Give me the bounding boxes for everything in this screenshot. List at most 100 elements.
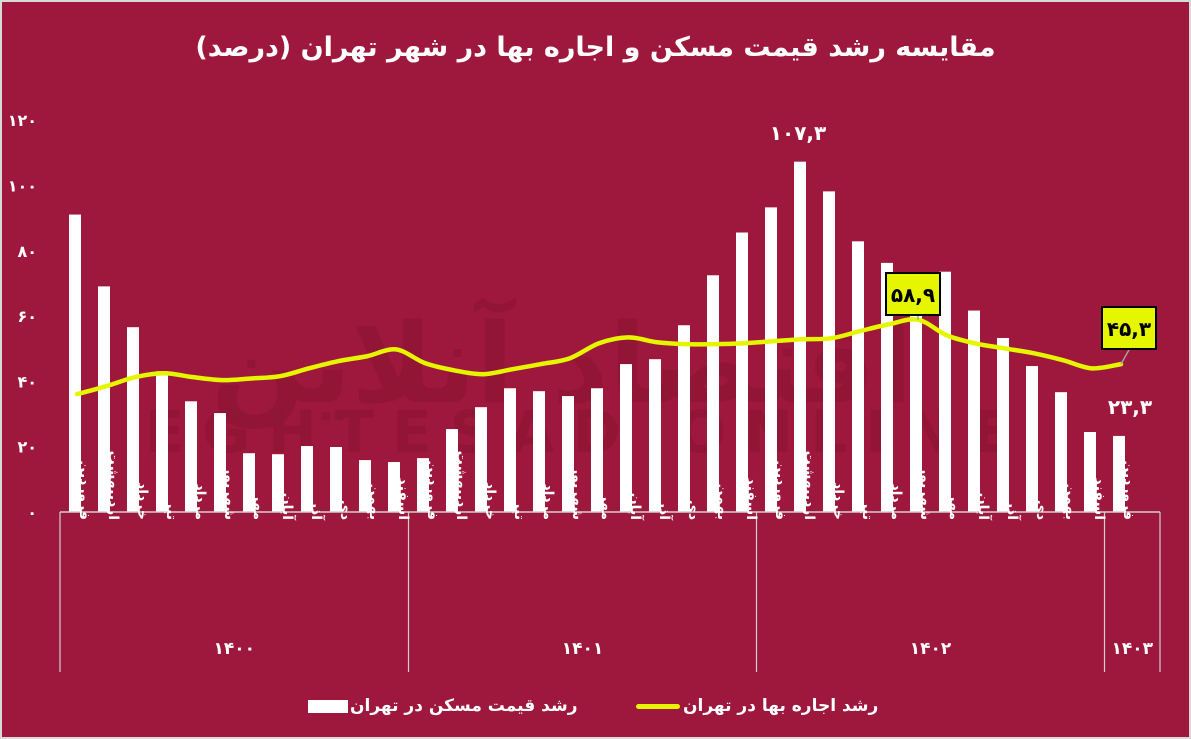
bar[interactable] [1026,366,1038,512]
rent-growth-line[interactable] [74,317,1124,397]
month-label: آذر [308,499,326,521]
bar[interactable] [852,241,864,513]
bar-last-label: ۲۳,۳ [1108,395,1152,419]
y-tick-label: ۶۰ [17,307,37,326]
month-label: شهریور [917,465,933,520]
bar[interactable] [185,401,197,512]
month-label: شهریور [221,465,237,520]
bar[interactable] [214,413,226,512]
legend-label-line: رشد اجاره بها در تهران [683,696,879,716]
bar-series [69,161,1125,513]
line-last-label: ۴۵,۳ [1107,317,1151,341]
bar[interactable] [910,283,922,512]
line-last-callout [1101,306,1157,350]
bar-max-label: ۱۰۷,۳ [770,121,826,145]
bar[interactable] [243,453,255,512]
month-label: آبان [975,493,993,521]
legend-bar-swatch-icon [308,700,348,713]
legend-item-bars[interactable]: رشد قیمت مسکن در تهران [308,696,578,716]
bar[interactable] [997,337,1009,512]
month-label: مهر [946,492,962,520]
bar[interactable] [678,325,690,512]
y-tick-label: ۱۰۰ [8,177,37,196]
bar[interactable] [968,310,980,512]
bar[interactable] [736,232,748,513]
legend-label-bars: رشد قیمت مسکن در تهران [350,696,578,716]
month-label: مرداد [192,483,208,520]
year-label: ۱۴۰۱ [562,639,604,659]
month-label: اسفند [1091,478,1107,520]
bar[interactable] [823,191,835,512]
month-label: مهر [250,492,266,520]
chart-title: مقایسه رشد قیمت مسکن و اجاره بها در شهر … [195,32,996,63]
month-label: خرداد [482,482,498,520]
bar[interactable] [475,407,487,512]
line-series [74,317,1124,397]
bar[interactable] [794,161,806,512]
month-label: دی [685,500,701,520]
bar[interactable] [1055,392,1067,512]
y-tick-label: ۸۰ [17,242,37,261]
bar[interactable] [620,364,632,512]
bar[interactable] [156,371,168,512]
month-label: تیر [163,499,179,520]
month-label: آذر [656,499,674,521]
legend-item-line[interactable]: رشد اجاره بها در تهران [636,696,878,716]
bar[interactable] [1084,432,1096,512]
bar[interactable] [533,391,545,512]
bar[interactable] [417,458,429,512]
month-label: دی [1033,500,1049,520]
bar[interactable] [591,388,603,512]
bar[interactable] [707,275,719,512]
month-label: اردیبهشت [105,451,121,520]
y-tick-label: ۰ [27,503,37,522]
month-label: خرداد [830,482,846,520]
month-label: فروردین [424,460,440,520]
legend: رشد قیمت مسکن در تهران رشد اجاره بها در … [2,696,1189,724]
bar[interactable] [388,462,400,512]
line-peak-label: ۵۸,۹ [891,283,935,307]
bar[interactable] [301,446,313,512]
month-label: تیر [859,499,875,520]
legend-line-swatch-icon [636,703,680,709]
x-axis-labels: فروردین اردیبهشت خرداد تیر مرداد شهریور مهر آبا… [76,451,1154,659]
watermark-en: EGHTESAD ONLINE [145,398,1030,466]
month-label: بهمن [714,484,730,520]
bar[interactable] [504,388,516,512]
bar[interactable] [98,286,110,512]
month-label: فروردین [1120,460,1136,520]
month-label: فروردین [772,460,788,520]
x-axis [59,511,1161,672]
year-label: ۱۴۰۲ [910,639,952,659]
month-label: آبان [279,493,297,521]
y-axis: ۰ ۲۰ ۴۰ ۶۰ ۸۰ ۱۰۰ ۱۲۰ [8,111,37,522]
bar[interactable] [1113,435,1125,512]
data-labels: ۱۰۷,۳ ۲۳,۳ ۵۸,۹ ۴۵,۳ [770,121,1157,419]
year-label: ۱۴۰۰ [213,639,255,659]
month-label: آبان [627,493,645,521]
bar[interactable] [272,454,284,512]
month-label: اسفند [395,478,411,520]
month-label: اردیبهشت [801,451,817,520]
bar[interactable] [127,327,139,512]
bar[interactable] [562,396,574,512]
line-peak-callout [885,272,941,316]
month-label: تیر [511,499,527,520]
month-label: مرداد [540,483,556,520]
bar[interactable] [330,447,342,512]
y-tick-label: ۱۲۰ [8,111,37,130]
month-label: مهر [598,492,614,520]
bar[interactable] [69,214,81,512]
bar[interactable] [765,207,777,513]
month-label: اردیبهشت [453,451,469,520]
month-label: بهمن [366,484,382,520]
bar[interactable] [649,359,661,512]
year-label: ۱۴۰۳ [1111,639,1153,659]
month-label: بهمن [1062,484,1078,520]
bar[interactable] [359,460,371,512]
bar[interactable] [446,429,458,512]
callout-leader [1120,347,1131,365]
month-label: شهریور [569,465,585,520]
